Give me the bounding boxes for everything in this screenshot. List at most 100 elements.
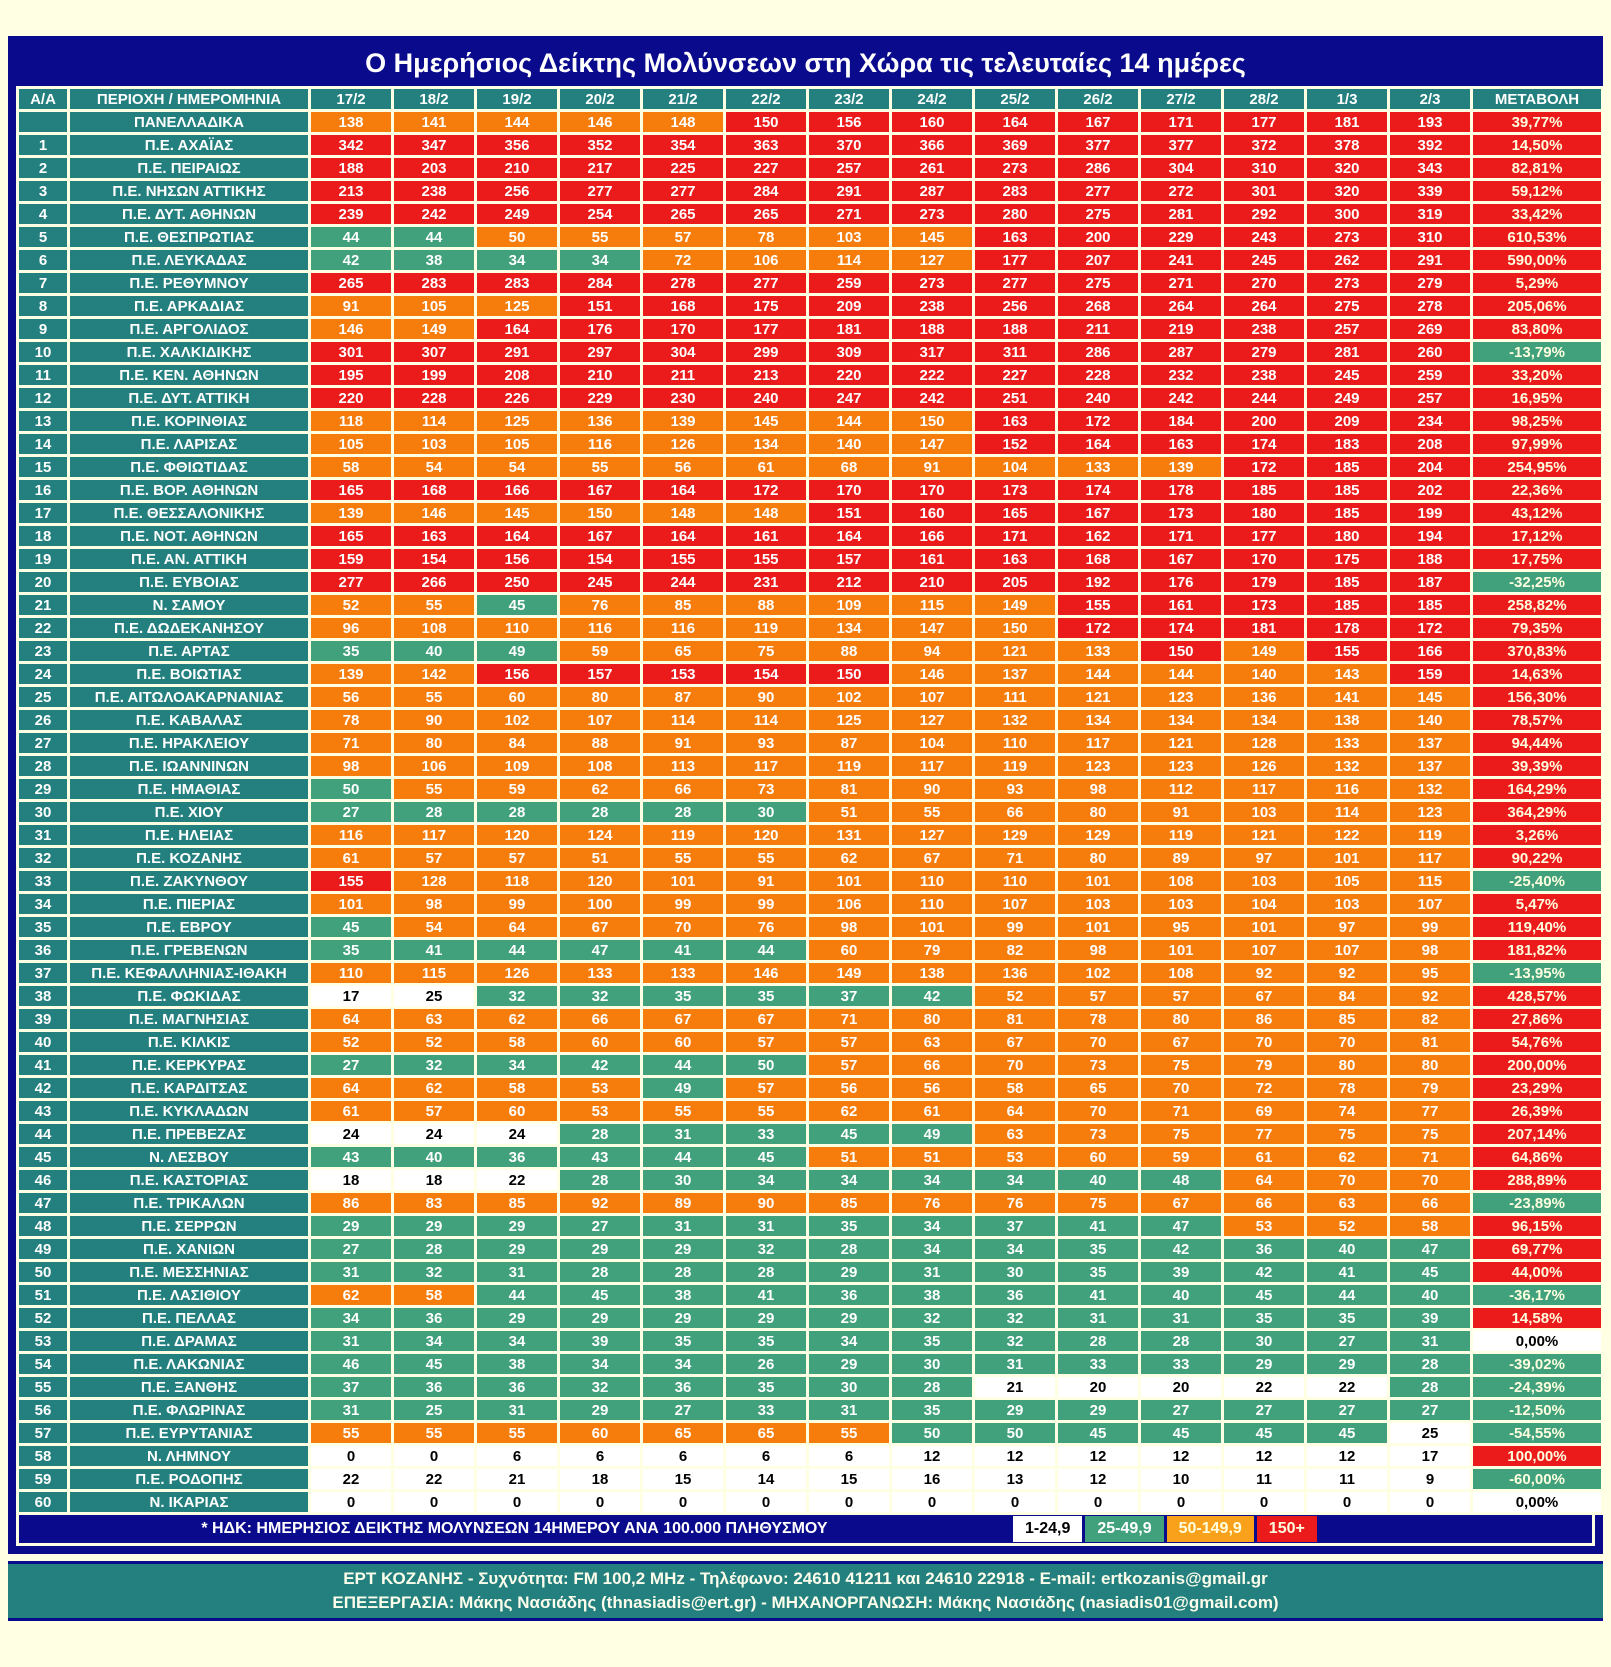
value-cell: 112 [1141,779,1221,799]
value-cell: 117 [892,756,972,776]
row-number-cell: 11 [19,365,67,385]
row-number-cell: 23 [19,641,67,661]
value-cell: 270 [1224,273,1304,293]
value-cell: 119 [726,618,806,638]
value-cell: 307 [394,342,474,362]
change-cell: 254,95% [1473,457,1601,477]
value-cell: 34 [477,1055,557,1075]
value-cell: 185 [1390,595,1470,615]
value-cell: 65 [643,1423,723,1443]
row-number-cell: 36 [19,940,67,960]
value-cell: 50 [311,779,391,799]
value-cell: 35 [1058,1239,1138,1259]
row-number-cell: 4 [19,204,67,224]
value-cell: 28 [643,1262,723,1282]
region-cell: Ν. ΣΑΜΟΥ [70,595,308,615]
value-cell: 29 [477,1216,557,1236]
value-cell: 55 [809,1423,889,1443]
header-cell: 18/2 [394,89,474,109]
value-cell: 27 [643,1400,723,1420]
value-cell: 70 [1307,1170,1387,1190]
value-cell: 227 [726,158,806,178]
table-row: 38 Π.Ε. ΦΩΚΙΔΑΣ 17 25 32 32 35 35 37 42 52 57 57 67 84… [19,986,1601,1006]
value-cell: 32 [975,1308,1055,1328]
change-cell: -36,17% [1473,1285,1601,1305]
table-row: 41 Π.Ε. ΚΕΡΚΥΡΑΣ 27 32 34 42 44 50 57 66 70 73 75 79 8… [19,1055,1601,1075]
value-cell: 213 [726,365,806,385]
value-cell: 45 [809,1124,889,1144]
change-cell: 288,89% [1473,1170,1601,1190]
value-cell: 257 [809,158,889,178]
value-cell: 265 [726,204,806,224]
value-cell: 36 [975,1285,1055,1305]
value-cell: 103 [1058,894,1138,914]
value-cell: 34 [477,250,557,270]
value-cell: 106 [394,756,474,776]
value-cell: 22 [477,1170,557,1190]
value-cell: 170 [1224,549,1304,569]
value-cell: 14 [726,1469,806,1489]
change-cell: 97,99% [1473,434,1601,454]
value-cell: 159 [1390,664,1470,684]
value-cell: 47 [560,940,640,960]
value-cell: 301 [311,342,391,362]
value-cell: 40 [1141,1285,1221,1305]
value-cell: 0 [1141,1492,1221,1512]
value-cell: 45 [560,1285,640,1305]
value-cell: 18 [311,1170,391,1190]
value-cell: 134 [726,434,806,454]
value-cell: 141 [394,112,474,132]
value-cell: 91 [726,871,806,891]
value-cell: 161 [1141,595,1221,615]
value-cell: 34 [975,1170,1055,1190]
table-row: 52 Π.Ε. ΠΕΛΛΑΣ 34 36 29 29 29 29 29 32 32 31 31 35 35 3… [19,1308,1601,1328]
value-cell: 27 [311,1239,391,1259]
value-cell: 0 [394,1492,474,1512]
value-cell: 304 [1141,158,1221,178]
value-cell: 76 [560,595,640,615]
table-row: 26 Π.Ε. ΚΑΒΑΛΑΣ 78 90 102 107 114 114 125 127 132 1… [19,710,1601,730]
value-cell: 132 [1307,756,1387,776]
header-cell: 27/2 [1141,89,1221,109]
region-cell: Π.Ε. ΦΘΙΩΤΙΔΑΣ [70,457,308,477]
change-cell: 44,00% [1473,1262,1601,1282]
value-cell: 78 [1058,1009,1138,1029]
value-cell: 28 [560,1124,640,1144]
value-cell: 185 [1307,480,1387,500]
value-cell: 134 [1058,710,1138,730]
value-cell: 110 [892,871,972,891]
region-cell: Π.Ε. ΑΡΚΑΔΙΑΣ [70,296,308,316]
value-cell: 249 [1307,388,1387,408]
value-cell: 168 [643,296,723,316]
value-cell: 127 [892,250,972,270]
value-cell: 102 [1058,963,1138,983]
value-cell: 144 [809,411,889,431]
value-cell: 171 [975,526,1055,546]
header-cell: 23/2 [809,89,889,109]
value-cell: 70 [1058,1032,1138,1052]
value-cell: 109 [477,756,557,776]
value-cell: 210 [560,365,640,385]
value-cell: 278 [1390,296,1470,316]
value-cell: 259 [809,273,889,293]
table-row: 30 Π.Ε. ΧΙΟΥ 27 28 28 28 28 30 51 55 66 80 91 103 114 1… [19,802,1601,822]
value-cell: 147 [892,618,972,638]
value-cell: 99 [975,917,1055,937]
value-cell: 159 [311,549,391,569]
value-cell: 55 [726,1101,806,1121]
value-cell: 133 [1058,457,1138,477]
value-cell: 34 [477,1331,557,1351]
region-cell: ΠΑΝΕΛΛΑΔΙΚΑ [70,112,308,132]
value-cell: 114 [643,710,723,730]
value-cell: 107 [975,894,1055,914]
value-cell: 91 [1141,802,1221,822]
value-cell: 30 [809,1377,889,1397]
value-cell: 17 [1390,1446,1470,1466]
value-cell: 24 [311,1124,391,1144]
value-cell: 240 [1058,388,1138,408]
change-cell: 258,82% [1473,595,1601,615]
value-cell: 84 [477,733,557,753]
value-cell: 167 [1141,549,1221,569]
legend-bar: * ΗΔΚ: ΗΜΕΡΗΣΙΟΣ ΔΕΙΚΤΗΣ ΜΟΛΥΝΣΕΩΝ 14ΗΜΕ… [19,1515,1592,1543]
value-cell: 95 [1141,917,1221,937]
